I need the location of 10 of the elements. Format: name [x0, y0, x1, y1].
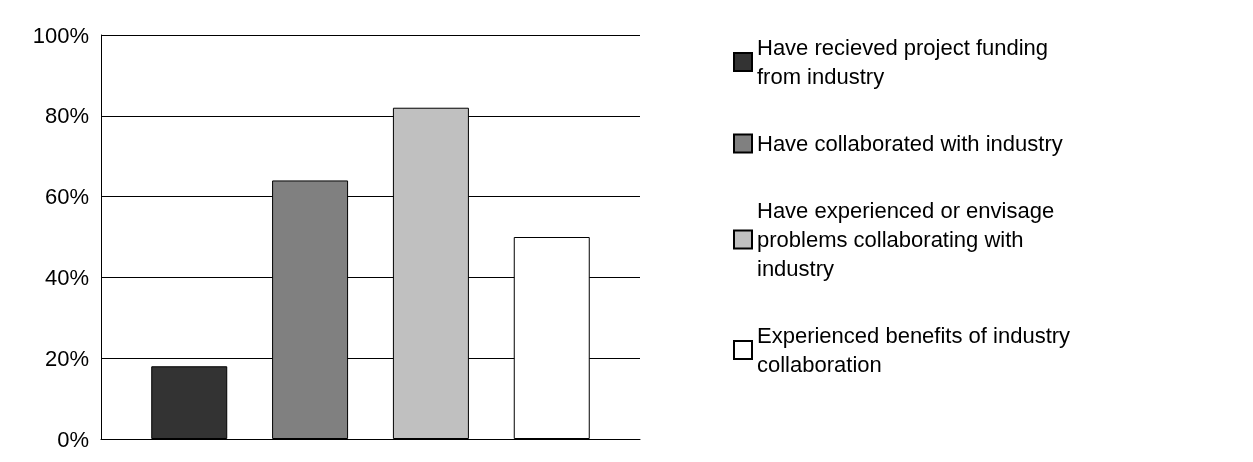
- y-tick-label: 60%: [44, 184, 89, 210]
- y-tick-label: 80%: [44, 103, 89, 129]
- y-tick-label: 40%: [44, 264, 89, 290]
- y-tick-label: 20%: [44, 345, 89, 371]
- legend-label: Have collaborated with industry: [757, 131, 1063, 156]
- y-tick-label: 100%: [32, 22, 89, 48]
- legend-label: Experienced benefits of industry collaboration: [757, 323, 1077, 377]
- legend-label: Have experienced or envisage problems collaborating with industry: [757, 198, 1061, 281]
- y-tick-label: 0%: [57, 426, 89, 452]
- legend-label: Have recieved project funding from industry: [757, 35, 1055, 89]
